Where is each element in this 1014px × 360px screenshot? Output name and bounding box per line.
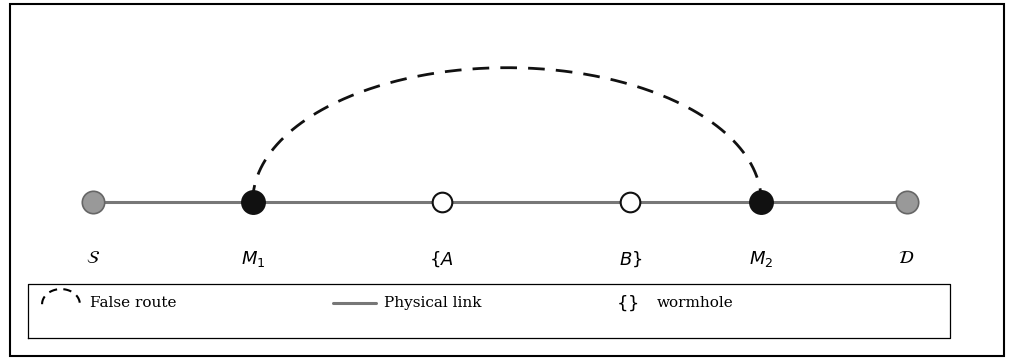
Point bbox=[623, 199, 639, 204]
Text: wormhole: wormhole bbox=[657, 296, 733, 310]
Point bbox=[898, 199, 915, 204]
Text: $\{A$: $\{A$ bbox=[429, 249, 454, 269]
Text: False route: False route bbox=[90, 296, 176, 310]
Point bbox=[85, 199, 101, 204]
Text: $\{\}$: $\{\}$ bbox=[615, 293, 639, 313]
Text: $\mathcal{D}$: $\mathcal{D}$ bbox=[898, 249, 915, 267]
Text: $B\}$: $B\}$ bbox=[619, 249, 642, 269]
Text: Physical link: Physical link bbox=[383, 296, 481, 310]
Text: $\mathcal{S}$: $\mathcal{S}$ bbox=[86, 249, 100, 267]
Text: $M_1$: $M_1$ bbox=[240, 249, 265, 269]
Point bbox=[244, 199, 261, 204]
Text: $M_2$: $M_2$ bbox=[749, 249, 774, 269]
Point bbox=[434, 199, 450, 204]
Point bbox=[753, 199, 770, 204]
